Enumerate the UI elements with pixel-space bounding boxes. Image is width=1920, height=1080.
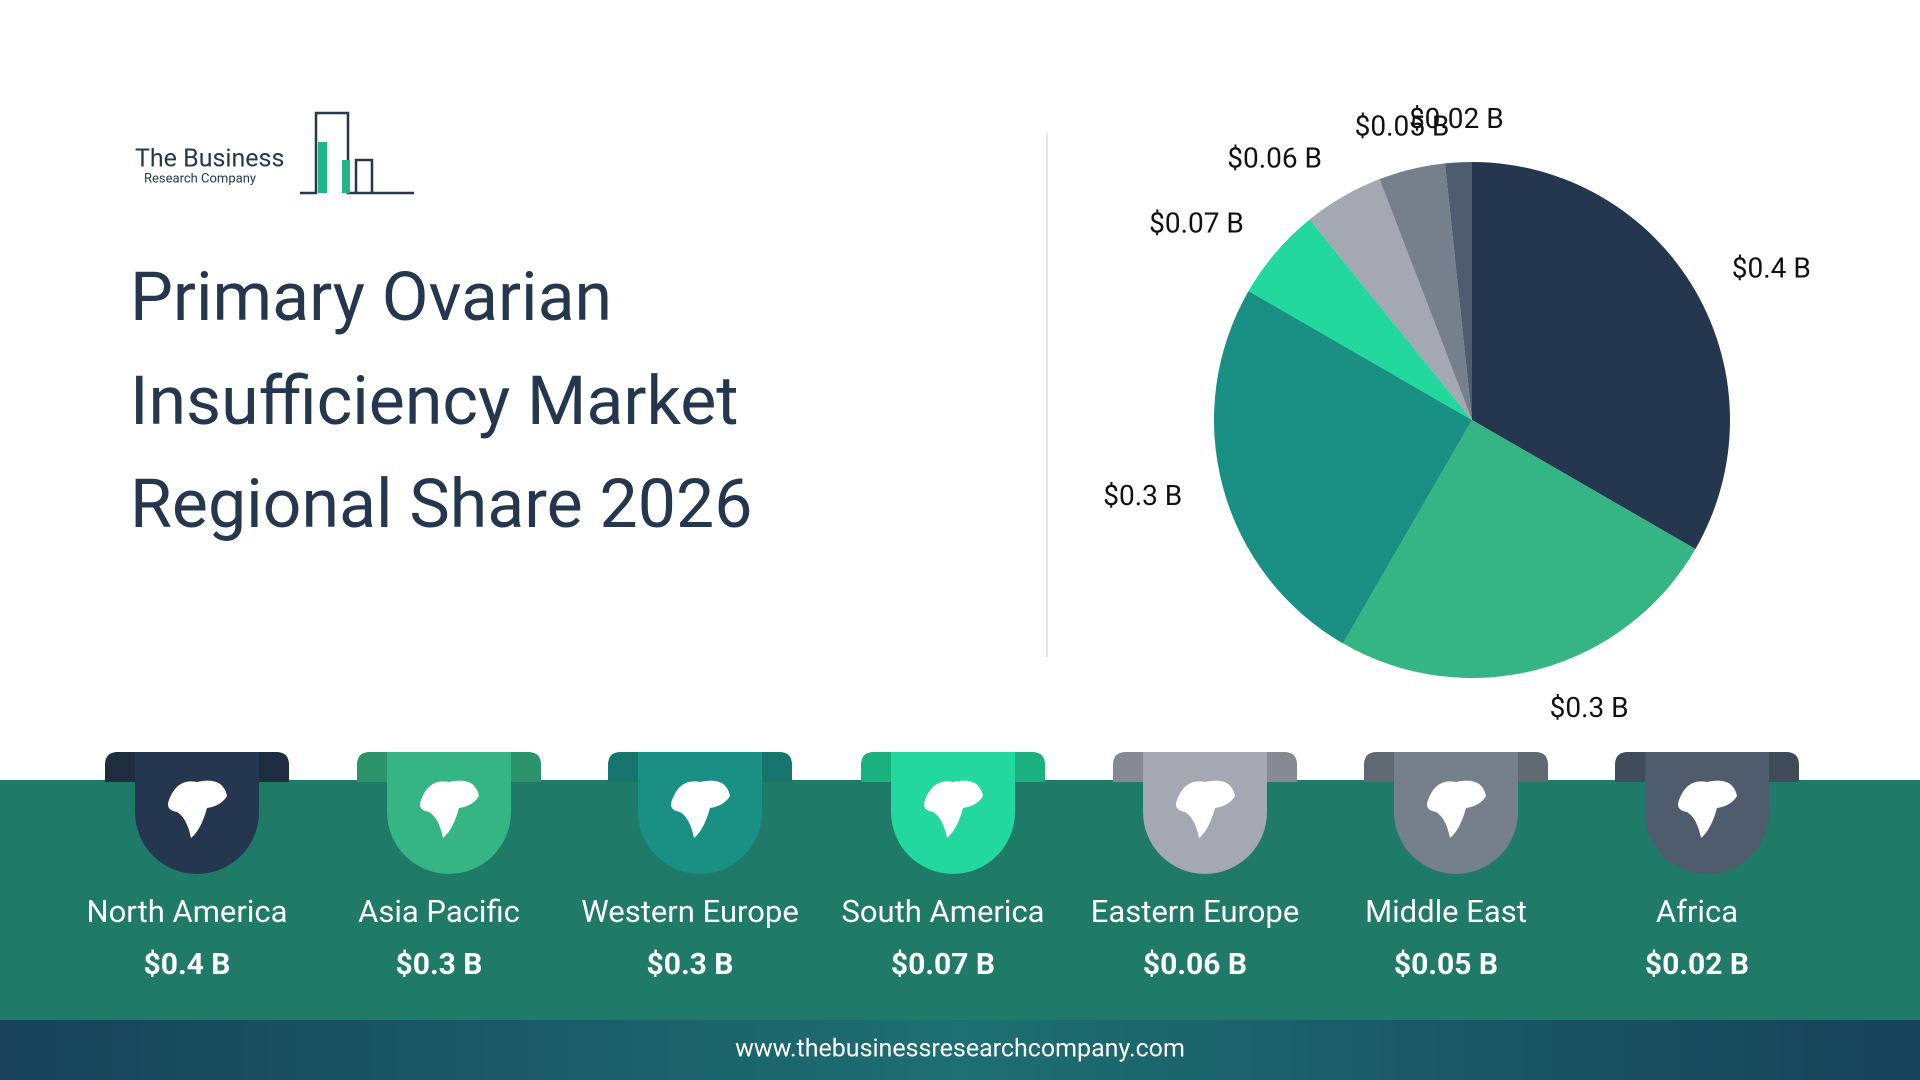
chart-title: Insufficiency Market [130, 361, 739, 441]
region-icon [671, 780, 730, 838]
logo: The Business Research Company [135, 111, 414, 195]
region-icon [420, 780, 479, 838]
region-name: Asia Pacific [358, 893, 520, 930]
region-icon [168, 780, 227, 838]
footer-url: www.thebusinessresearchcompany.com [735, 1035, 1185, 1064]
chart-title: Regional Share 2026 [130, 464, 752, 544]
slice-label: $0.07 B [1149, 207, 1244, 240]
footer-band [0, 1020, 1920, 1080]
logo-subname: Research Company [144, 171, 256, 186]
pie-slice [1445, 162, 1472, 420]
region-value: $0.02 B [1645, 947, 1749, 982]
region-name: Eastern Europe [1091, 893, 1300, 930]
slice-label: $0.02 B [1409, 102, 1504, 135]
region-name: North America [87, 893, 288, 930]
region-icon [924, 780, 983, 838]
region-value: $0.4 B [144, 947, 231, 982]
region-value: $0.05 B [1394, 947, 1498, 982]
pie-slice [1343, 420, 1696, 679]
region-name: South America [841, 893, 1044, 930]
chart-title: Primary Ovarian [130, 257, 612, 337]
pie-slice [1379, 163, 1472, 421]
region-value: $0.07 B [891, 947, 995, 982]
region-icon [1678, 780, 1737, 838]
slice-label: $0.3 B [1103, 479, 1182, 512]
region-value: $0.3 B [396, 947, 483, 982]
slice-label: $0.4 B [1732, 251, 1811, 284]
pie-slice [1214, 291, 1472, 644]
logo-name: The Business [135, 145, 284, 174]
pie-slice [1472, 162, 1730, 549]
pie-slice [1248, 219, 1472, 420]
region-icon [1176, 780, 1235, 838]
region-name: Western Europe [581, 893, 799, 930]
region-value: $0.3 B [647, 947, 734, 982]
region-name: Middle East [1365, 893, 1527, 930]
slice-label: $0.3 B [1550, 691, 1629, 724]
region-name: Africa [1656, 893, 1738, 930]
region-icon [1427, 780, 1486, 838]
pie-slice [1309, 179, 1472, 420]
slice-label: $0.06 B [1227, 142, 1322, 175]
slice-label: $0.05 B [1355, 110, 1450, 143]
region-value: $0.06 B [1143, 947, 1247, 982]
